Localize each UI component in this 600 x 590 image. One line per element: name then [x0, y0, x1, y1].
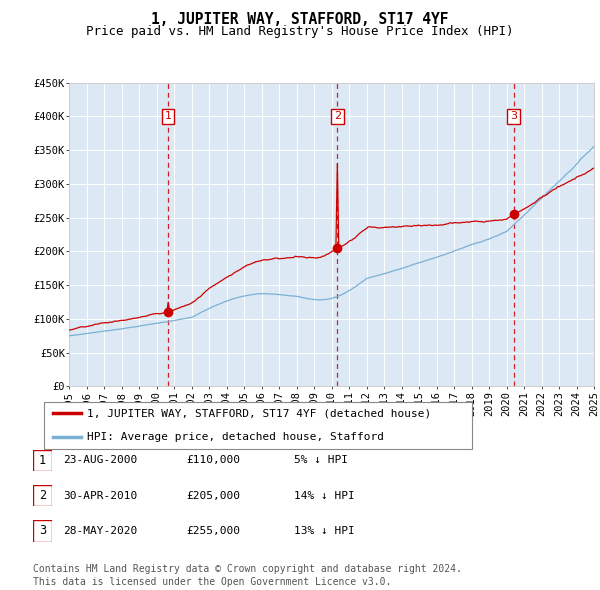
- Text: 13% ↓ HPI: 13% ↓ HPI: [294, 526, 355, 536]
- Text: Contains HM Land Registry data © Crown copyright and database right 2024.
This d: Contains HM Land Registry data © Crown c…: [33, 564, 462, 587]
- Text: £110,000: £110,000: [186, 455, 240, 465]
- Text: 1, JUPITER WAY, STAFFORD, ST17 4YF: 1, JUPITER WAY, STAFFORD, ST17 4YF: [151, 12, 449, 27]
- Text: 3: 3: [510, 112, 517, 122]
- Text: 23-AUG-2000: 23-AUG-2000: [63, 455, 137, 465]
- Text: 14% ↓ HPI: 14% ↓ HPI: [294, 491, 355, 500]
- Text: 2: 2: [334, 112, 341, 122]
- Text: HPI: Average price, detached house, Stafford: HPI: Average price, detached house, Staf…: [88, 432, 385, 442]
- Text: 3: 3: [39, 525, 46, 537]
- Text: 1: 1: [164, 112, 172, 122]
- Text: £205,000: £205,000: [186, 491, 240, 500]
- Text: 2: 2: [39, 489, 46, 502]
- Text: 28-MAY-2020: 28-MAY-2020: [63, 526, 137, 536]
- Text: 1, JUPITER WAY, STAFFORD, ST17 4YF (detached house): 1, JUPITER WAY, STAFFORD, ST17 4YF (deta…: [88, 408, 431, 418]
- Text: 5% ↓ HPI: 5% ↓ HPI: [294, 455, 348, 465]
- Text: 1: 1: [39, 454, 46, 467]
- Text: Price paid vs. HM Land Registry's House Price Index (HPI): Price paid vs. HM Land Registry's House …: [86, 25, 514, 38]
- Text: 30-APR-2010: 30-APR-2010: [63, 491, 137, 500]
- Text: £255,000: £255,000: [186, 526, 240, 536]
